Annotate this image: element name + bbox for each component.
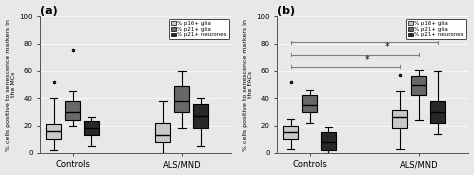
PathPatch shape xyxy=(84,121,99,135)
PathPatch shape xyxy=(392,110,407,128)
PathPatch shape xyxy=(155,123,170,142)
PathPatch shape xyxy=(430,101,445,123)
PathPatch shape xyxy=(65,101,80,120)
Text: *: * xyxy=(384,43,389,52)
Y-axis label: % cells positive to senescence markers in
the MCs: % cells positive to senescence markers i… xyxy=(6,19,17,150)
PathPatch shape xyxy=(46,124,61,139)
Text: (b): (b) xyxy=(277,6,295,16)
PathPatch shape xyxy=(174,86,189,112)
PathPatch shape xyxy=(302,96,317,112)
Text: *: * xyxy=(406,30,410,40)
Y-axis label: % cells positive to senescence markers in
the FACs: % cells positive to senescence markers i… xyxy=(243,19,254,150)
PathPatch shape xyxy=(321,132,336,150)
Legend: % p16+ glia, % p21+ glia, % p21+ neurones: % p16+ glia, % p21+ glia, % p21+ neurone… xyxy=(406,19,465,39)
Text: *: * xyxy=(365,55,370,65)
PathPatch shape xyxy=(411,76,426,96)
PathPatch shape xyxy=(283,125,298,139)
Text: (a): (a) xyxy=(40,6,58,16)
Legend: % p16+ glia, % p21+ glia, % p21+ neurones: % p16+ glia, % p21+ glia, % p21+ neurone… xyxy=(169,19,228,39)
PathPatch shape xyxy=(193,104,208,128)
